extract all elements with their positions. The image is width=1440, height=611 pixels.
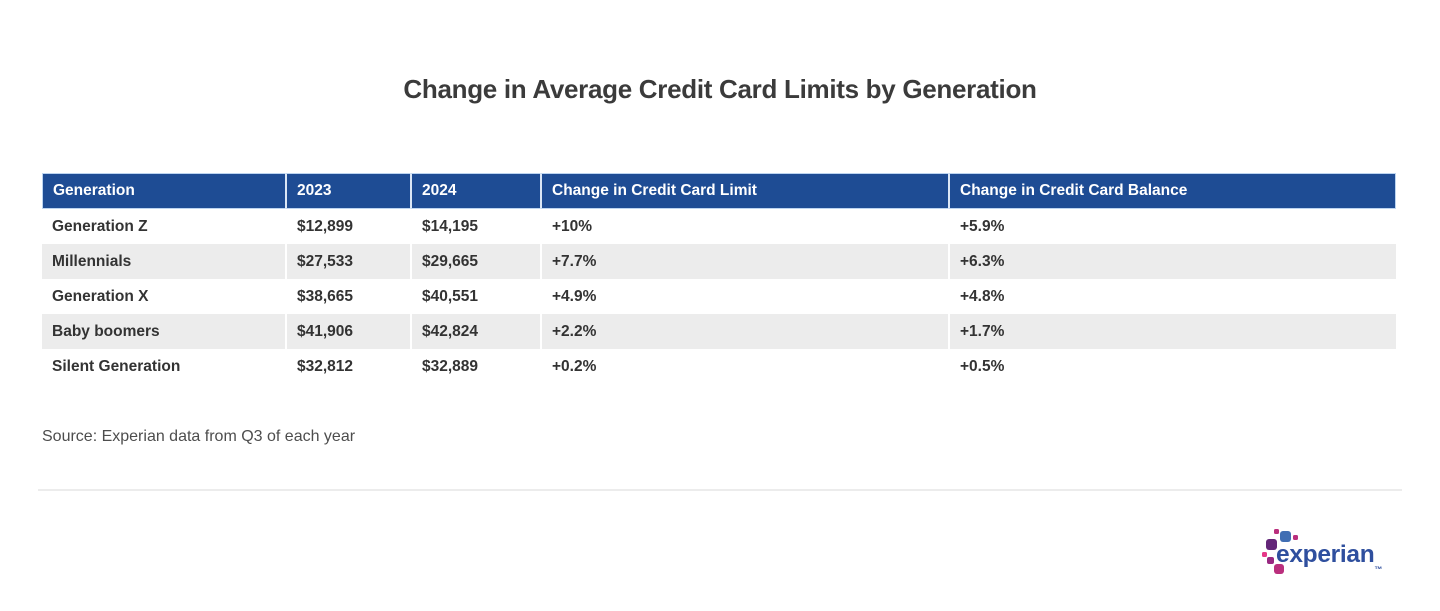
table-row: Generation Z $12,899 $14,195 +10% +5.9% [42,209,1396,244]
chart-title: Change in Average Credit Card Limits by … [403,74,1037,104]
table-cell: $40,551 [410,279,540,314]
logo-dot-icon [1280,531,1291,542]
logo-dot-icon [1274,564,1284,574]
logo-dot-icon [1266,539,1277,550]
column-header-2: 2024 [410,173,540,209]
logo-dot-icon [1267,557,1274,564]
table-cell: $29,665 [410,244,540,279]
trademark-symbol: ™ [1374,565,1383,574]
table-cell: Baby boomers [42,314,285,349]
table-cell: +0.2% [540,349,948,384]
table-row: Silent Generation $32,812 $32,889 +0.2% +0.5… [42,349,1396,384]
table-cell: Silent Generation [42,349,285,384]
table-cell: $42,824 [410,314,540,349]
table-cell: Generation X [42,279,285,314]
table-cell: $27,533 [285,244,410,279]
table-cell: +5.9% [948,209,1396,244]
table-row: Millennials $27,533 $29,665 +7.7% +6.3% [42,244,1396,279]
footer-divider [38,489,1402,491]
table-row: Generation X $38,665 $40,551 +4.9% +4.8% [42,279,1396,314]
logo-dot-icon [1262,552,1267,557]
table-row: Baby boomers $41,906 $42,824 +2.2% +1.7% [42,314,1396,349]
table-cell: +2.2% [540,314,948,349]
table-cell: +4.8% [948,279,1396,314]
column-header-1: 2023 [285,173,410,209]
logo-dot-icon [1293,535,1298,540]
column-header-3: Change in Credit Card Limit [540,173,948,209]
experian-logo: experian™ [1260,526,1392,580]
table-cell: $32,889 [410,349,540,384]
table-cell: +0.5% [948,349,1396,384]
table-cell: +6.3% [948,244,1396,279]
table-body: Generation Z $12,899 $14,195 +10% +5.9% Mille… [42,209,1396,384]
table-container: Generation 2023 2024 Change in Credit Card … [42,173,1396,384]
table-cell: +10% [540,209,948,244]
table-cell: +1.7% [948,314,1396,349]
table-cell: Millennials [42,244,285,279]
table-cell: $14,195 [410,209,540,244]
logo-wordmark: experian™ [1276,538,1382,575]
logo-wordmark-text: experian [1276,541,1375,568]
table-cell: $32,812 [285,349,410,384]
header-row: Generation 2023 2024 Change in Credit Card … [42,173,1396,209]
table-cell: $38,665 [285,279,410,314]
source-note: Source: Experian data from Q3 of each ye… [42,428,356,445]
table-cell: +7.7% [540,244,948,279]
table-cell: $12,899 [285,209,410,244]
data-table: Generation 2023 2024 Change in Credit Card … [42,173,1396,384]
column-header-4: Change in Credit Card Balance [948,173,1396,209]
logo-dot-icon [1274,529,1279,534]
table-cell: $41,906 [285,314,410,349]
table-cell: Generation Z [42,209,285,244]
column-header-0: Generation [42,173,285,209]
table-cell: +4.9% [540,279,948,314]
table-header: Generation 2023 2024 Change in Credit Card … [42,173,1396,209]
